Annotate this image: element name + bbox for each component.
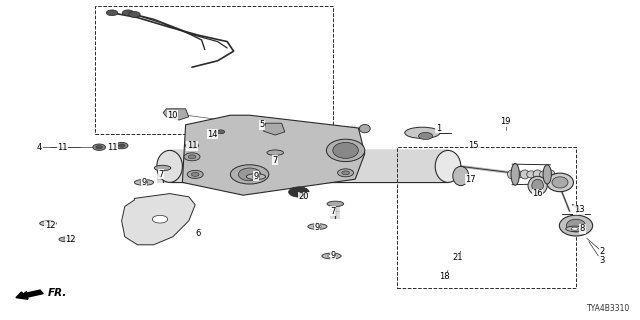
Ellipse shape: [546, 170, 555, 179]
Ellipse shape: [115, 142, 128, 149]
Text: 15: 15: [468, 141, 479, 150]
Ellipse shape: [134, 180, 154, 185]
Ellipse shape: [267, 150, 284, 155]
Ellipse shape: [252, 175, 260, 178]
Ellipse shape: [96, 146, 102, 149]
Ellipse shape: [559, 215, 593, 236]
Ellipse shape: [189, 144, 195, 147]
Ellipse shape: [246, 174, 266, 180]
Text: 11: 11: [187, 141, 197, 150]
Ellipse shape: [338, 169, 354, 177]
Ellipse shape: [543, 165, 552, 184]
Ellipse shape: [64, 238, 70, 241]
Ellipse shape: [239, 168, 261, 181]
Ellipse shape: [322, 253, 341, 259]
Text: 9: 9: [253, 172, 259, 180]
Text: 7: 7: [159, 170, 164, 179]
Ellipse shape: [326, 139, 365, 162]
Ellipse shape: [511, 164, 520, 185]
Ellipse shape: [217, 130, 225, 134]
Ellipse shape: [191, 172, 199, 176]
Text: 20: 20: [299, 192, 309, 201]
Ellipse shape: [333, 142, 358, 158]
Text: 7: 7: [273, 156, 278, 164]
Circle shape: [152, 215, 168, 223]
Text: 17: 17: [465, 175, 476, 184]
Text: 6: 6: [196, 229, 201, 238]
Circle shape: [289, 187, 309, 197]
Ellipse shape: [186, 142, 198, 149]
Ellipse shape: [566, 219, 586, 232]
Ellipse shape: [552, 177, 568, 188]
Text: FR.: FR.: [48, 288, 67, 299]
Polygon shape: [122, 194, 195, 245]
Ellipse shape: [520, 170, 529, 179]
Ellipse shape: [571, 228, 579, 230]
Text: 11: 11: [58, 143, 68, 152]
Ellipse shape: [360, 124, 370, 133]
Ellipse shape: [59, 237, 76, 242]
Ellipse shape: [528, 176, 547, 195]
Text: 3: 3: [599, 256, 604, 265]
Text: 12: 12: [45, 221, 55, 230]
Ellipse shape: [184, 153, 200, 161]
Ellipse shape: [93, 144, 106, 150]
Ellipse shape: [118, 144, 125, 147]
Ellipse shape: [435, 150, 461, 182]
Ellipse shape: [566, 226, 584, 231]
Ellipse shape: [40, 221, 56, 226]
Ellipse shape: [532, 179, 543, 192]
Text: 12: 12: [65, 236, 76, 244]
Text: 18: 18: [440, 272, 450, 281]
Polygon shape: [163, 109, 189, 120]
Ellipse shape: [540, 171, 548, 178]
Ellipse shape: [308, 224, 327, 229]
Ellipse shape: [453, 166, 468, 186]
Ellipse shape: [230, 165, 269, 184]
Text: 14: 14: [207, 130, 218, 139]
Text: 8: 8: [580, 224, 585, 233]
Ellipse shape: [122, 10, 134, 16]
Ellipse shape: [45, 222, 51, 225]
Ellipse shape: [187, 171, 204, 179]
Text: 19: 19: [500, 117, 511, 126]
Text: 1: 1: [436, 124, 441, 132]
Polygon shape: [264, 123, 285, 135]
Text: 2: 2: [599, 247, 604, 256]
Ellipse shape: [419, 132, 433, 140]
Ellipse shape: [328, 255, 335, 257]
Ellipse shape: [533, 170, 542, 179]
Text: 5: 5: [260, 120, 265, 129]
FancyArrow shape: [16, 290, 43, 299]
Ellipse shape: [154, 165, 171, 171]
Ellipse shape: [547, 173, 573, 192]
Ellipse shape: [527, 171, 536, 178]
Ellipse shape: [514, 171, 523, 178]
Polygon shape: [170, 150, 448, 182]
Text: 4: 4: [37, 143, 42, 152]
Ellipse shape: [508, 170, 516, 179]
Ellipse shape: [188, 155, 196, 159]
Text: TYA4B3310: TYA4B3310: [587, 304, 630, 313]
Text: 16: 16: [532, 189, 543, 198]
Text: 7: 7: [330, 207, 335, 216]
Ellipse shape: [342, 171, 349, 175]
Text: 11: 11: [107, 143, 117, 152]
Text: 21: 21: [452, 253, 463, 262]
Text: 9: 9: [330, 252, 335, 260]
Ellipse shape: [106, 10, 118, 16]
Ellipse shape: [140, 181, 148, 184]
Text: 10: 10: [168, 111, 178, 120]
Text: 9: 9: [141, 178, 147, 187]
Text: 9: 9: [314, 223, 319, 232]
Text: 13: 13: [574, 205, 584, 214]
Polygon shape: [182, 115, 365, 195]
Ellipse shape: [405, 127, 440, 139]
Ellipse shape: [314, 225, 321, 228]
Ellipse shape: [327, 201, 344, 206]
Ellipse shape: [157, 150, 182, 182]
Ellipse shape: [129, 12, 140, 17]
